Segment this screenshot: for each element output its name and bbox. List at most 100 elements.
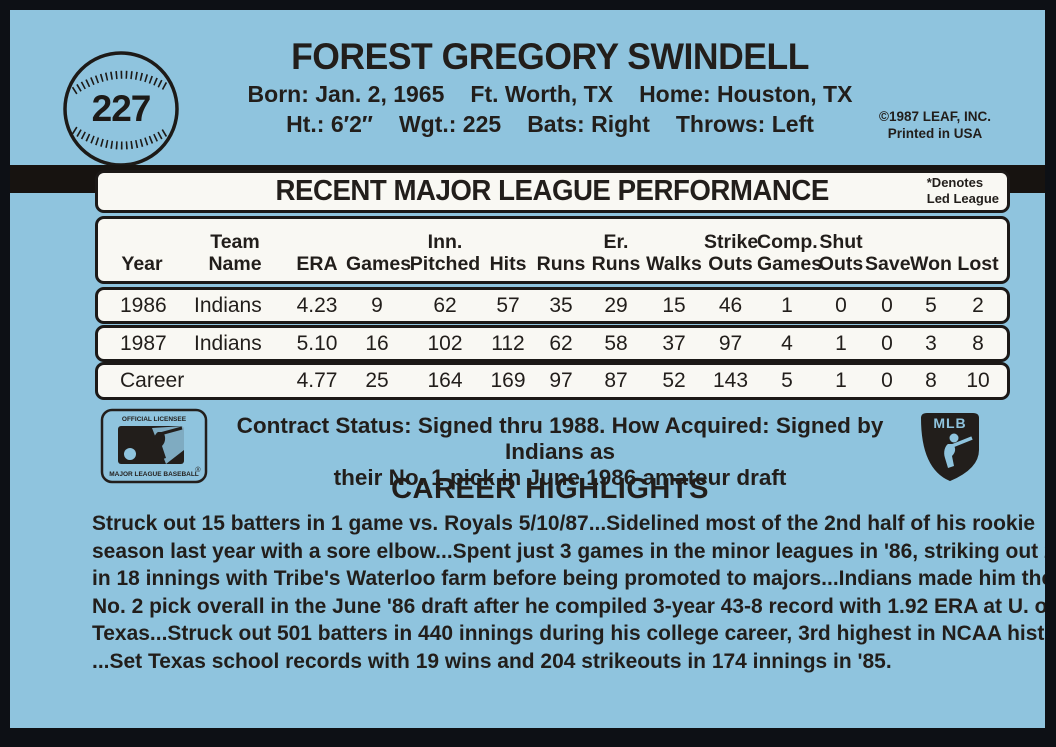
mlbpa-shield-logo: MLB: [910, 408, 990, 493]
stats-header-row: Year Team Name ERA Games Inn. Pitched Hits…: [98, 219, 1007, 281]
cell-earned-runs: 58: [604, 331, 628, 355]
cell-innings: 62: [433, 293, 457, 317]
table-row: Career 4.77 25 164 169 97 87 52 143 5 1 …: [98, 365, 1007, 397]
cell-team: [182, 365, 288, 397]
col-header-era: ERA: [296, 253, 338, 275]
cell-shutouts: 0: [835, 293, 847, 317]
stats-row-career: Career 4.77 25 164 169 97 87 52 143 5 1 …: [95, 362, 1010, 400]
cell-walks: 37: [662, 331, 686, 355]
col-header-team-name: Team Name: [208, 231, 262, 275]
contract-line-1: Contract Status: Signed thru 1988. How A…: [236, 413, 884, 464]
stats-header-box: Year Team Name ERA Games Inn. Pitched Hits…: [95, 216, 1010, 284]
cell-year: 1987: [120, 331, 167, 355]
bio-bats: Bats: Right: [527, 111, 650, 137]
cell-shutouts: 1: [835, 331, 847, 355]
card-number: 227: [91, 88, 152, 129]
cell-walks: 15: [662, 293, 686, 317]
cell-lost: 8: [972, 331, 984, 355]
cell-saves: 0: [881, 293, 893, 317]
col-header-strikeouts: Strike Outs: [704, 231, 759, 275]
bio-line-1: Born: Jan. 2, 1965 Ft. Worth, TX Home: H…: [170, 81, 930, 108]
mlbpa-text: MLB: [933, 415, 966, 431]
col-header-saves: Save: [865, 253, 911, 275]
copyright-notice: ©1987 LEAF, INC. Printed in USA: [855, 108, 1015, 142]
cell-hits: 169: [490, 369, 526, 392]
cell-year: 1986: [120, 293, 167, 317]
cell-runs: 35: [549, 293, 573, 317]
stats-row-1987: 1987 Indians 5.10 16 102 112 62 58 37 97…: [95, 325, 1010, 362]
highlights-line: No. 2 pick overall in the June '86 draft…: [92, 593, 1045, 618]
copyright-line-1: ©1987 LEAF, INC.: [879, 109, 991, 124]
cell-strikeouts: 97: [718, 331, 743, 355]
col-header-innings-pitched: Inn. Pitched: [409, 231, 481, 275]
cell-strikeouts: 46: [718, 293, 743, 317]
cell-hits: 57: [496, 293, 520, 317]
highlights-line: in 18 innings with Tribe's Waterloo farm…: [92, 566, 1045, 591]
cell-earned-runs: 87: [604, 369, 628, 392]
licensee-bottom-text: MAJOR LEAGUE BASEBALL: [109, 471, 199, 478]
cell-hits: 112: [491, 331, 525, 355]
performance-title: RECENT MAJOR LEAGUE PERFORMANCE: [275, 175, 830, 207]
col-header-lost: Lost: [957, 253, 999, 275]
svg-text:®: ®: [195, 466, 201, 474]
table-row: 1986 Indians 4.23 9 62 57 35 29 15 46 1 …: [98, 290, 1007, 321]
highlights-line: Struck out 15 batters in 1 game vs. Roya…: [92, 511, 1036, 535]
performance-title-box: RECENT MAJOR LEAGUE PERFORMANCE *Denotes…: [95, 170, 1010, 213]
col-header-shutouts: Shut Outs: [818, 231, 864, 275]
cell-games: 9: [371, 293, 383, 317]
cell-complete-games: 1: [781, 293, 793, 317]
col-header-won: Won: [910, 253, 952, 275]
highlights-line: season last year with a sore elbow...Spe…: [92, 538, 1045, 563]
bio-born: Born: Jan. 2, 1965: [247, 81, 445, 107]
cell-games: 25: [365, 369, 389, 392]
bio-throws: Throws: Left: [675, 111, 814, 137]
licensee-top-text: OFFICIAL LICENSEE: [122, 416, 187, 423]
col-header-hits: Hits: [489, 253, 527, 275]
col-header-walks: Walks: [646, 253, 702, 275]
card-number-baseball: 227: [60, 48, 182, 170]
player-name: FOREST GREGORY SWINDELL: [291, 36, 809, 77]
col-header-games: Games: [346, 253, 412, 275]
copyright-line-2: Printed in USA: [887, 126, 983, 141]
mlb-logo-icon: OFFICIAL LICENSEE MAJOR LEAGUE BASEBALL …: [100, 408, 208, 484]
cell-era: 4.77: [296, 369, 338, 392]
cell-won: 5: [925, 293, 937, 317]
cell-innings: 164: [427, 369, 463, 392]
cell-era: 4.23: [296, 293, 338, 317]
cell-lost: 10: [966, 369, 990, 392]
cell-strikeouts: 143: [712, 369, 749, 392]
cell-saves: 0: [881, 369, 893, 392]
contract-status: Contract Status: Signed thru 1988. How A…: [210, 413, 910, 491]
cell-walks: 52: [662, 369, 686, 392]
cell-year: Career: [120, 369, 185, 392]
cell-saves: 0: [881, 331, 893, 355]
cell-era: 5.10: [296, 331, 338, 355]
denotes-line-1: *Denotes: [926, 175, 984, 190]
card-header: FOREST GREGORY SWINDELL Born: Jan. 2, 19…: [170, 36, 930, 138]
mlbpa-logo-icon: MLB: [920, 413, 979, 482]
cell-innings: 102: [427, 331, 463, 355]
cell-lost: 2: [972, 293, 984, 317]
cell-team: Indians: [194, 293, 262, 317]
bio-weight: Wgt.: 225: [398, 111, 502, 137]
denotes-led-league-note: *Denotes Led League: [927, 175, 999, 207]
cell-team: Indians: [194, 331, 262, 355]
career-highlights-text: Struck out 15 batters in 1 game vs. Roya…: [92, 510, 1045, 676]
bio-height: Ht.: 6′2″: [286, 111, 373, 137]
cell-games: 16: [365, 331, 389, 355]
table-row: 1987 Indians 5.10 16 102 112 62 58 37 97…: [98, 328, 1007, 359]
mlb-licensee-logo: OFFICIAL LICENSEE MAJOR LEAGUE BASEBALL …: [100, 408, 210, 491]
cell-won: 3: [925, 331, 937, 355]
cell-runs: 97: [549, 369, 573, 392]
card-back: 227 FOREST GREGORY SWINDELL Born: Jan. 2…: [10, 10, 1045, 728]
cell-complete-games: 5: [781, 369, 793, 392]
highlights-line: Texas...Struck out 501 batters in 440 in…: [92, 621, 1045, 646]
stats-row-1986: 1986 Indians 4.23 9 62 57 35 29 15 46 1 …: [95, 287, 1010, 324]
col-header-earned-runs: Er. Runs: [591, 231, 641, 275]
cell-won: 8: [925, 369, 937, 392]
contract-line-2: their No. 1 pick in June 1986 amateur dr…: [333, 465, 787, 490]
col-header-year: Year: [121, 253, 163, 275]
bio-line-2: Ht.: 6′2″ Wgt.: 225 Bats: Right Throws: …: [170, 111, 930, 138]
cell-shutouts: 1: [835, 369, 847, 392]
